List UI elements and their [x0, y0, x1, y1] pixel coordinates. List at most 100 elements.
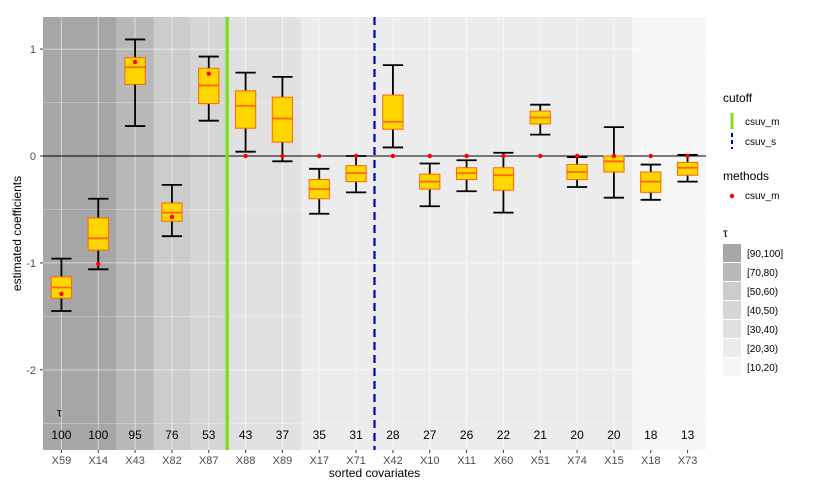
- x-tick-label: X73: [678, 455, 698, 467]
- tau-labels: τ 100 100 95 76 53 43 37 35 31 28 27 26 22 21 20 20 18 13: [51, 406, 694, 442]
- legend-title-cutoff: cutoff: [723, 91, 753, 105]
- boxplot-X88: [234, 71, 257, 159]
- x-tick-label: X43: [125, 455, 145, 467]
- legend-label-tau: [40,50): [747, 306, 778, 317]
- legend-label-csuv-m: csuv_m: [745, 117, 779, 128]
- boxplot-X17: [308, 153, 330, 215]
- y-tick-label: -2: [26, 365, 36, 377]
- boxplot-X82: [161, 183, 183, 238]
- csuv-m-point: [538, 153, 543, 159]
- csuv-m-point: [132, 59, 138, 65]
- legend-label-tau: [50,60): [747, 287, 778, 298]
- csuv-m-point: [611, 153, 617, 159]
- x-tick-label: X89: [273, 455, 293, 467]
- legend-key-tau-shade: [723, 282, 741, 300]
- box-iqr: [87, 217, 109, 251]
- csuv-m-point: [501, 153, 506, 159]
- y-axis-title: estimated coefficients: [10, 176, 24, 291]
- tau-value-label: 22: [497, 428, 511, 442]
- boxplot-X73: [676, 153, 699, 183]
- csuv-m-point: [648, 153, 653, 159]
- box-iqr: [124, 57, 146, 85]
- boxplot-X74: [566, 153, 588, 188]
- box-iqr: [492, 167, 515, 191]
- legend-label-tau: [20,30): [747, 344, 778, 355]
- cutoff-lines: [225, 17, 376, 450]
- boxplot-X51: [529, 103, 551, 159]
- x-tick-label: X18: [641, 455, 661, 467]
- x-tick-label: X59: [52, 455, 72, 467]
- x-tick-label: X17: [309, 455, 329, 467]
- x-tick-label: X10: [420, 455, 440, 467]
- x-axis-title: sorted covariates: [329, 466, 420, 480]
- tau-value-label: 20: [607, 428, 621, 442]
- tau-value-label: 35: [313, 428, 327, 442]
- boxplot-X15: [603, 126, 625, 199]
- legend-key-tau-shade: [723, 301, 741, 319]
- y-tick-label: -1: [26, 258, 36, 270]
- x-tick-label: X14: [88, 455, 108, 467]
- legend-label-tau: [90,100]: [747, 249, 783, 260]
- box-iqr: [382, 94, 404, 130]
- box-iqr: [676, 161, 699, 176]
- tau-value-label: 20: [570, 428, 584, 442]
- tau-value-label: 26: [460, 428, 474, 442]
- csuv-m-point: [317, 153, 322, 159]
- csuv-m-point: [427, 153, 432, 159]
- csuv-m-point: [464, 153, 469, 159]
- y-tick-label: 1: [30, 44, 36, 56]
- box-iqr: [603, 155, 625, 173]
- csuv-m-point: [353, 153, 359, 159]
- tau-value-label: 21: [534, 428, 548, 442]
- legend-label-csuv-s: csuv_s: [745, 137, 776, 148]
- tau-value-label: 27: [423, 428, 437, 442]
- legend-key-tau-shade: [723, 320, 741, 338]
- boxplot-X18: [640, 153, 662, 201]
- legend-key-tau-shade: [723, 358, 741, 376]
- boxplot-X60: [492, 151, 515, 214]
- box-iqr: [271, 96, 294, 143]
- boxplot-X10: [419, 153, 441, 208]
- tau-value-label: 43: [239, 428, 253, 442]
- legend-title-tau: τ: [723, 226, 728, 240]
- axes: 1 0 -1 -2 X59 X14 X43 X82 X87 X88 X89 X17 X71 X42 X10 X…: [26, 44, 697, 467]
- csuv-m-point: [206, 71, 211, 76]
- y-tick-label: 0: [30, 151, 36, 163]
- tau-value-label: 31: [349, 428, 363, 442]
- boxplot-X14: [87, 197, 109, 271]
- boxplot-X43: [124, 38, 146, 127]
- x-tick-label: X11: [457, 455, 476, 467]
- tau-value-label: 28: [386, 428, 400, 442]
- legend-title-methods: methods: [723, 169, 769, 183]
- tau-symbol: τ: [57, 406, 62, 420]
- boxplot-X87: [198, 55, 220, 122]
- tau-shade-band: [632, 17, 706, 450]
- boxplot-X71: [345, 153, 367, 194]
- box-iqr: [234, 90, 257, 129]
- tau-value-label: 53: [202, 428, 216, 442]
- csuv-m-point: [390, 153, 396, 159]
- tau-value-label: 18: [644, 428, 658, 442]
- x-tick-label: X15: [604, 455, 624, 467]
- boxplot-X59: [50, 257, 73, 312]
- x-tick-label: X42: [383, 455, 403, 467]
- x-tick-label: X87: [199, 455, 219, 467]
- boxplot-X89: [271, 75, 294, 163]
- boxplot-X11: [455, 153, 478, 193]
- tau-value-label: 76: [165, 428, 179, 442]
- legend-label-tau: [70,80): [747, 268, 778, 279]
- legend-key-tau-shade: [723, 263, 741, 281]
- boxplots: [50, 38, 699, 312]
- boxplot-X42: [382, 64, 404, 159]
- csuv-m-point: [685, 153, 690, 159]
- x-tick-label: X51: [530, 455, 550, 467]
- legend-label-tau: [10,20): [747, 363, 778, 374]
- legend-key-tau-shade: [723, 339, 741, 357]
- tau-shade-band: [227, 17, 301, 450]
- x-tick-label: X60: [494, 455, 514, 467]
- csuv-m-point: [574, 153, 580, 159]
- tau-value-label: 95: [128, 428, 142, 442]
- x-tick-label: X82: [162, 455, 182, 467]
